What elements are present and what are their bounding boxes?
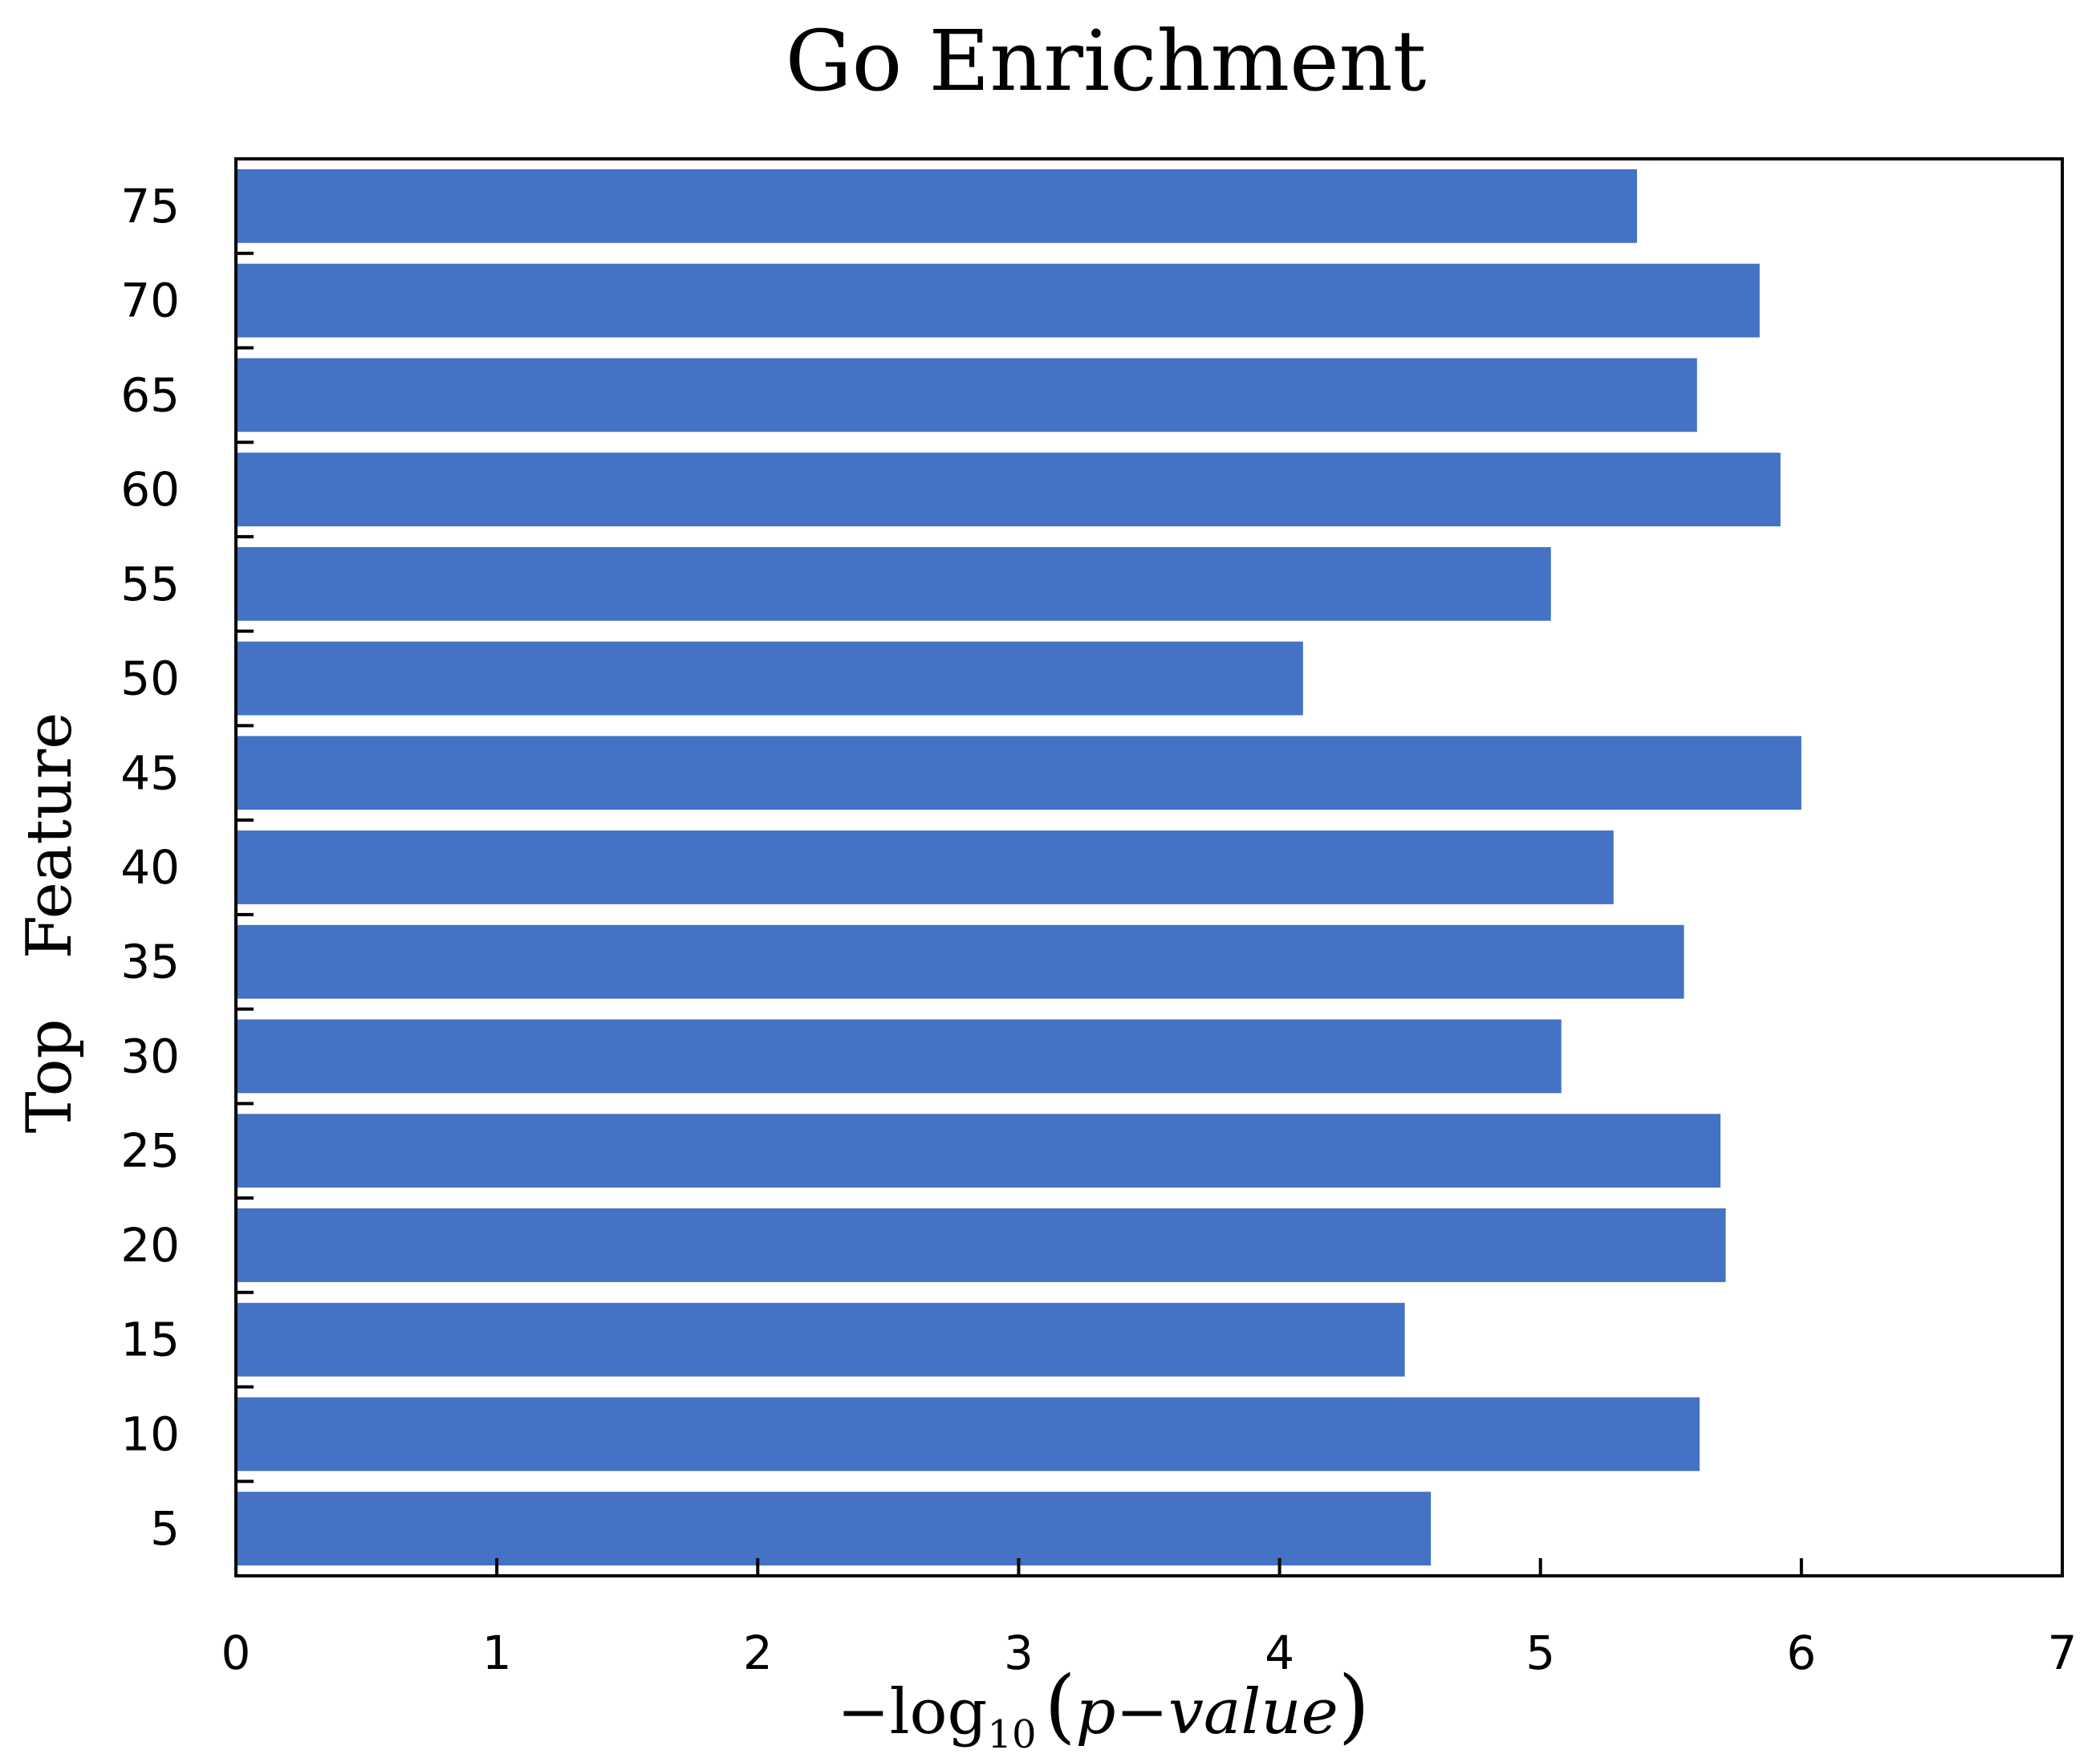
x-label-value: value xyxy=(1168,1676,1338,1748)
x-tick-label-7: 7 xyxy=(2048,1626,2078,1680)
bar-60 xyxy=(238,453,1781,526)
y-tick-label-5: 5 xyxy=(150,1501,180,1556)
y-tick-label-45: 45 xyxy=(120,745,180,800)
x-axis-label: −log10 (p−value) xyxy=(837,1658,1370,1757)
chart-title: Go Enrichment xyxy=(786,12,1427,110)
bar-70 xyxy=(238,263,1760,338)
y-tick-label-65: 65 xyxy=(120,367,180,422)
x-label-dash: − xyxy=(1115,1676,1168,1748)
y-tick-label-70: 70 xyxy=(120,274,180,328)
y-tick-label-60: 60 xyxy=(120,462,180,517)
x-tick-label-3: 3 xyxy=(1004,1626,1034,1680)
bar-40 xyxy=(238,830,1614,904)
x-tick-label-0: 0 xyxy=(221,1626,251,1680)
x-label-right-paren: ) xyxy=(1338,1658,1370,1752)
x-label-p: p xyxy=(1076,1676,1116,1748)
x-label-left-paren: ( xyxy=(1045,1658,1076,1752)
bar-75 xyxy=(238,168,1638,243)
y-tick-label-35: 35 xyxy=(120,935,180,989)
y-tick-label-15: 15 xyxy=(120,1313,180,1367)
bar-35 xyxy=(238,924,1684,999)
bar-65 xyxy=(238,358,1697,432)
x-tick-label-2: 2 xyxy=(743,1626,773,1680)
y-tick-label-50: 50 xyxy=(120,652,180,706)
bars-group xyxy=(238,168,1801,1566)
plot-frame xyxy=(234,157,2064,1577)
y-axis-label: Top Feature xyxy=(14,713,86,1134)
bar-10 xyxy=(238,1397,1700,1472)
bar-25 xyxy=(238,1114,1721,1188)
x-tick-label-6: 6 xyxy=(1786,1626,1816,1680)
y-tick-label-25: 25 xyxy=(120,1123,180,1178)
bar-45 xyxy=(238,736,1801,810)
x-tick-label-4: 4 xyxy=(1265,1626,1294,1680)
y-tick-label-55: 55 xyxy=(120,557,180,611)
y-tick-label-40: 40 xyxy=(120,840,180,895)
y-tick-label-75: 75 xyxy=(120,179,180,233)
x-label-log: log xyxy=(890,1676,988,1748)
y-tick-label-20: 20 xyxy=(120,1218,180,1273)
x-label-minus: − xyxy=(837,1676,889,1748)
bar-15 xyxy=(238,1302,1405,1377)
bar-30 xyxy=(238,1019,1562,1094)
x-tick-label-1: 1 xyxy=(482,1626,512,1680)
x-tick-label-5: 5 xyxy=(1525,1626,1555,1680)
bar-50 xyxy=(238,641,1303,716)
bar-5 xyxy=(238,1492,1432,1566)
bar-20 xyxy=(238,1208,1726,1282)
y-tick-label-30: 30 xyxy=(120,1029,180,1083)
bar-55 xyxy=(238,546,1551,621)
x-label-subscript: 10 xyxy=(987,1712,1036,1757)
y-tick-label-10: 10 xyxy=(120,1407,180,1461)
